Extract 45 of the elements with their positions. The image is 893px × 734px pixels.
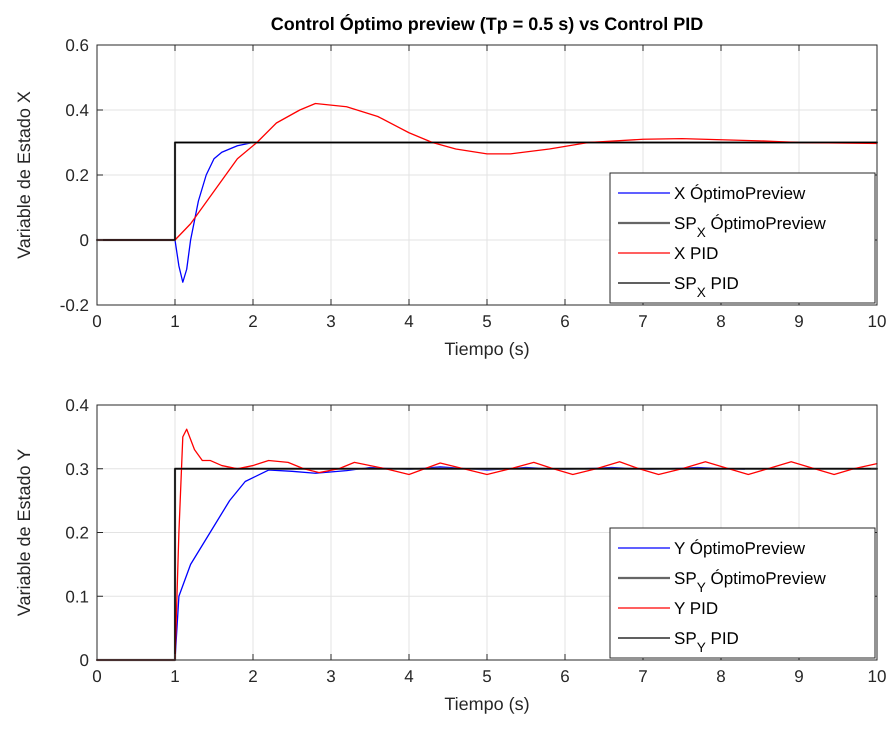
legend-label: SP$_{X}$ ÓptimoPreview (674, 214, 826, 240)
y-axis-title: Variable de Estado Y (14, 448, 34, 616)
x-tick-label: 9 (794, 667, 804, 686)
x-tick-label: 5 (482, 312, 492, 331)
y-tick-label: 0.1 (65, 587, 89, 606)
y-tick-label: 0.4 (65, 101, 89, 120)
x-tick-label: 8 (716, 667, 726, 686)
chart-title: Control Óptimo preview (Tp = 0.5 s) vs Control PID (270, 14, 704, 34)
legend-label: Y PID (674, 599, 718, 618)
x-tick-label: 7 (638, 312, 648, 331)
legend-label: X ÓptimoPreview (674, 184, 806, 203)
x-axis-title: Tiempo (s) (444, 694, 530, 714)
legend-label: X PID (674, 244, 718, 263)
legend-label: SP$_{X}$ PID (674, 274, 739, 300)
x-tick-label: 0 (92, 667, 102, 686)
x-tick-label: 5 (482, 667, 492, 686)
y-axis-title: Variable de Estado X (14, 91, 34, 259)
x-tick-label: 6 (560, 667, 570, 686)
x-tick-label: 0 (92, 312, 102, 331)
y-tick-label: 0 (80, 651, 89, 670)
x-tick-label: 9 (794, 312, 804, 331)
y-tick-label: 0 (80, 231, 89, 250)
x-tick-label: 4 (404, 667, 414, 686)
y-tick-label: 0.6 (65, 36, 89, 55)
y-tick-label: 0.4 (65, 396, 89, 415)
x-tick-label: 7 (638, 667, 648, 686)
x-tick-label: 1 (170, 667, 180, 686)
x-tick-label: 8 (716, 312, 726, 331)
x-tick-label: 10 (868, 667, 886, 686)
x-tick-label: 2 (248, 667, 258, 686)
y-tick-label: 0.2 (65, 524, 89, 542)
x-tick-label: 6 (560, 312, 570, 331)
x-tick-label: 3 (326, 312, 336, 331)
y-tick-label: -0.2 (60, 296, 89, 315)
x-axis-title: Tiempo (s) (444, 339, 530, 359)
x-tick-label: 10 (868, 312, 886, 331)
legend-label: Y ÓptimoPreview (674, 539, 806, 558)
legend-label: SP$_{Y}$ ÓptimoPreview (674, 569, 826, 594)
x-tick-label: 2 (248, 312, 258, 331)
x-tick-label: 3 (326, 667, 336, 686)
x-tick-label: 1 (170, 312, 180, 331)
y-tick-label: 0.2 (65, 166, 89, 185)
x-tick-label: 4 (404, 312, 414, 331)
legend-label: SP$_{Y}$ PID (674, 629, 739, 654)
y-tick-label: 0.3 (65, 460, 89, 479)
